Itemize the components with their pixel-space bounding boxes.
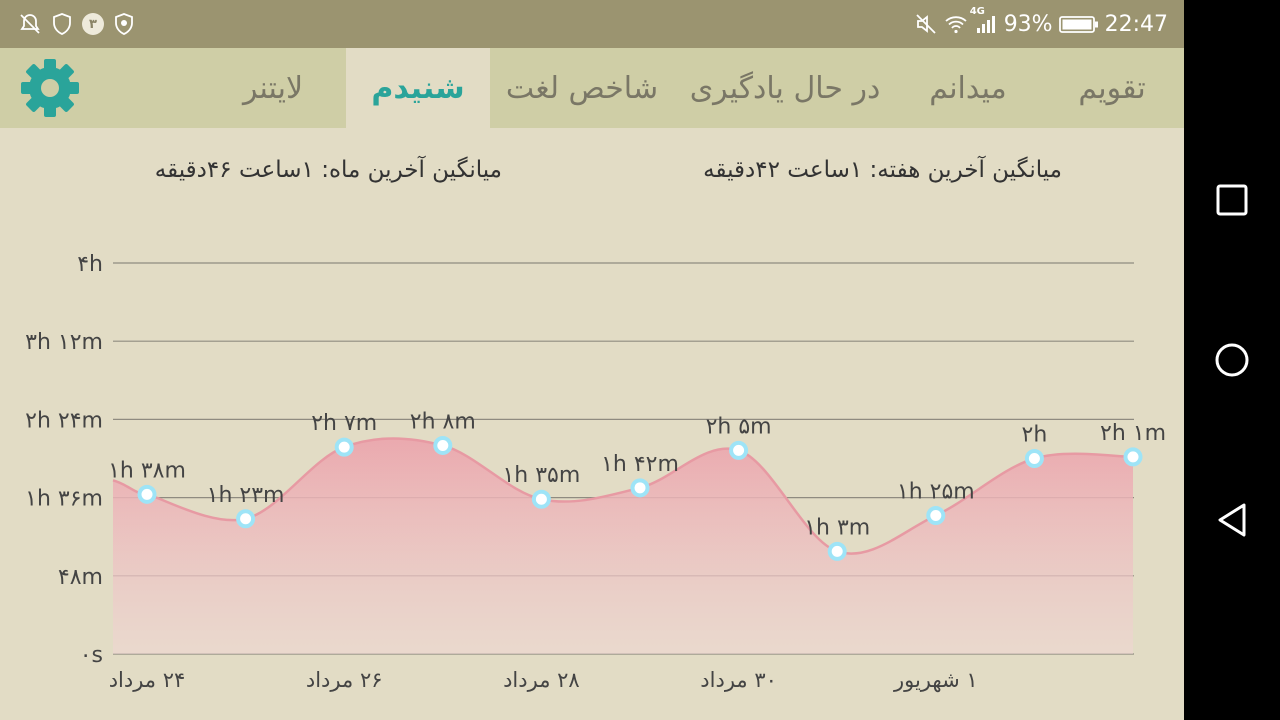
notifications-off-icon [18,12,42,36]
y-tick-label: ۴h [77,252,103,277]
tab-word-index[interactable]: شاخص لغت [505,70,659,106]
battery-percent: 93% [1003,11,1053,37]
x-tick-label: ۲۶ مرداد [306,668,383,692]
data-point[interactable] [926,506,946,526]
data-point[interactable] [236,509,256,529]
mute-icon [914,12,938,36]
vpn-shield-icon [112,12,136,36]
data-point[interactable] [1024,449,1044,468]
tab-leitner[interactable]: لایتنر [242,70,304,106]
data-label: ۲h ۷m [311,411,377,436]
data-point[interactable] [137,484,157,504]
data-label: ۲h [1022,423,1048,448]
tab-bar: تقویم میدانم در حال یادگیری شاخص لغت شنی… [0,48,1184,128]
listening-time-chart: ۰s ۴۸m ۱h ۳۶m ۲h ۲۴m ۳h ۱۲m ۴h ۱h ۳۸m ۱h ۲۳m ۲h… [0,190,1184,720]
data-point[interactable] [531,489,551,509]
monthly-average: میانگین آخرین ماه: ۱ساعت ۴۶دقیقه [154,157,502,183]
data-label: ۱h ۳۸m [108,458,186,483]
square-icon [1216,184,1248,216]
area-fill [113,438,1133,654]
weekly-average: میانگین آخرین هفته: ۱ساعت ۴۲دقیقه [703,157,1062,183]
data-label: ۱h ۴۲m [601,452,679,477]
notification-count-badge: ۳ [82,13,104,35]
data-point[interactable] [334,437,354,457]
settings-button[interactable] [18,56,82,120]
clock: 22:47 [1104,11,1168,37]
data-point[interactable] [827,541,847,561]
y-tick-label: ۲h ۲۴m [25,408,103,433]
data-label: ۱h ۲۵m [897,480,975,505]
y-tick-label: ۳h ۱۲m [25,330,103,355]
data-point[interactable] [433,435,453,455]
tab-known[interactable]: میدانم [929,70,1007,106]
data-label: ۱h ۳m [804,515,870,540]
tab-heard[interactable]: شنیدم [346,48,490,128]
tab-learning[interactable]: در حال یادگیری [689,70,881,106]
y-tick-label: ۰s [80,643,103,668]
tab-calendar[interactable]: تقویم [1078,70,1146,106]
x-tick-label: ۲۴ مرداد [109,668,186,692]
navigation-bar [1184,0,1280,720]
home-button[interactable] [1208,336,1256,384]
shield-icon [50,12,74,36]
data-label: ۲h ۱m [1100,421,1166,446]
circle-icon [1215,343,1249,377]
back-button[interactable] [1208,496,1256,544]
triangle-back-icon [1218,503,1246,537]
data-label: ۱h ۲۳m [207,483,285,508]
network-type-label: 4G [969,6,985,17]
data-label: ۲h ۸m [410,409,476,434]
wifi-icon [944,12,968,36]
data-point[interactable] [729,440,749,460]
gear-icon [21,59,79,117]
data-label: ۱h ۳۵m [502,463,580,488]
data-point[interactable] [630,478,650,498]
y-tick-label: ۴۸m [58,565,103,590]
status-bar: ۳ 4G 93% 22:47 [0,0,1184,48]
battery-icon [1058,12,1099,36]
y-tick-label: ۱h ۳۶m [25,487,103,512]
x-tick-label: ۳۰ مرداد [700,668,777,692]
recents-button[interactable] [1208,176,1256,224]
data-label: ۲h ۵m [706,414,772,439]
x-tick-label: ۲۸ مرداد [503,668,580,692]
data-point[interactable] [1123,447,1143,467]
app-screen: ۳ 4G 93% 22:47 [0,0,1184,720]
x-tick-label: ۱ شهریور [893,668,978,692]
cellular-signal-icon: 4G [970,6,998,36]
